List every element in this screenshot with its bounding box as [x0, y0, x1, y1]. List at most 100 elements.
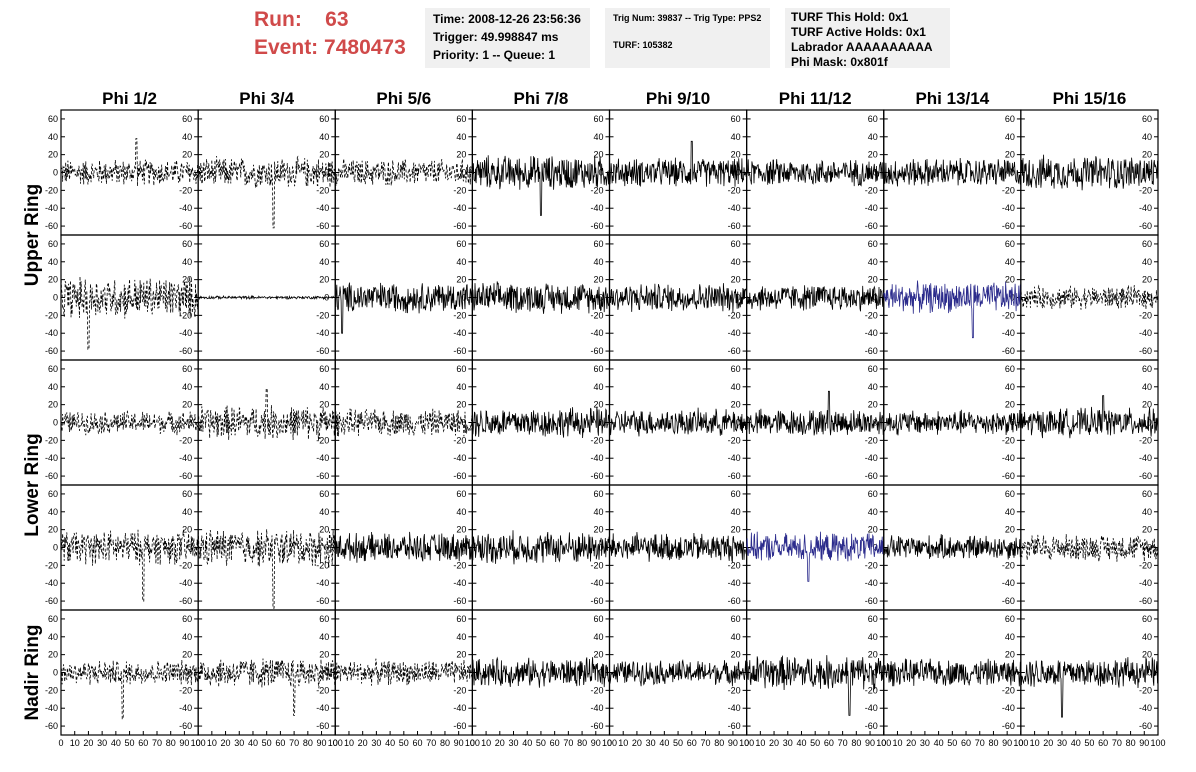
y-tick-label: 20: [319, 650, 329, 660]
x-tick-label: 10: [1030, 738, 1040, 748]
y-tick-label: 20: [593, 525, 603, 535]
y-tick-label: 20: [593, 150, 603, 160]
y-tick-label: 60: [182, 239, 192, 249]
x-tick-label: 100: [328, 738, 343, 748]
y-tick-label: -20: [45, 560, 58, 570]
y-tick-label: 60: [593, 239, 603, 249]
y-tick-label: 20: [456, 525, 466, 535]
y-tick-label: 60: [319, 114, 329, 124]
waveform-trace: [1020, 657, 1159, 718]
x-tick-label: 10: [70, 738, 80, 748]
x-tick-label: 90: [1139, 738, 1149, 748]
y-tick-label: -40: [865, 453, 878, 463]
y-tick-label: -20: [453, 185, 466, 195]
y-tick-label: -60: [453, 471, 466, 481]
y-tick-label: -60: [590, 221, 603, 231]
x-tick-label: 50: [810, 738, 820, 748]
y-tick-label: 20: [593, 275, 603, 285]
run-label: Run: 63: [254, 8, 349, 32]
y-tick-label: 20: [319, 150, 329, 160]
y-tick-label: 40: [1005, 382, 1015, 392]
y-tick-label: -20: [45, 435, 58, 445]
y-tick-label: -20: [453, 435, 466, 445]
event-label-text: Event:: [254, 36, 319, 59]
event-info-box: Time: 2008-12-26 23:56:36 Trigger: 49.99…: [425, 8, 590, 68]
y-tick-label: 40: [1142, 257, 1152, 267]
x-tick-label: 40: [796, 738, 806, 748]
y-tick-label: -40: [1002, 453, 1015, 463]
y-tick-label: -20: [728, 310, 741, 320]
y-tick-label: 20: [868, 275, 878, 285]
x-tick-label: 30: [1057, 738, 1067, 748]
y-tick-label: 60: [593, 364, 603, 374]
x-tick-label: 50: [947, 738, 957, 748]
y-tick-label: -60: [316, 471, 329, 481]
y-tick-label: 40: [456, 382, 466, 392]
y-tick-label: 60: [731, 614, 741, 624]
panel-frame: [197, 359, 336, 486]
y-tick-label: 60: [731, 364, 741, 374]
y-tick-label: -20: [590, 185, 603, 195]
waveform-trace: [334, 282, 473, 334]
y-tick-label: -60: [45, 346, 58, 356]
y-tick-label: -20: [316, 685, 329, 695]
y-tick-label: 0: [461, 168, 466, 178]
y-tick-label: 20: [868, 400, 878, 410]
y-tick-label: 20: [48, 150, 58, 160]
x-tick-label: 100: [739, 738, 754, 748]
y-tick-label: 0: [53, 668, 58, 678]
y-tick-label: -40: [179, 328, 192, 338]
y-tick-label: -20: [316, 560, 329, 570]
y-tick-label: 20: [1005, 275, 1015, 285]
y-tick-label: 20: [868, 150, 878, 160]
y-tick-label: 0: [1147, 543, 1152, 553]
y-tick-label: -40: [1139, 328, 1152, 338]
y-tick-label: -20: [865, 685, 878, 695]
y-tick-label: 60: [319, 614, 329, 624]
y-tick-label: 60: [1142, 239, 1152, 249]
y-tick-label: 40: [731, 382, 741, 392]
x-tick-label: 90: [865, 738, 875, 748]
y-tick-label: -40: [316, 578, 329, 588]
row-label: Lower Ring: [22, 433, 43, 536]
y-tick-label: -20: [179, 185, 192, 195]
y-tick-label: -40: [453, 328, 466, 338]
y-tick-label: 40: [868, 132, 878, 142]
x-tick-label: 70: [1112, 738, 1122, 748]
y-tick-label: 40: [593, 132, 603, 142]
x-tick-label: 0: [470, 738, 475, 748]
y-tick-label: -20: [179, 310, 192, 320]
y-tick-label: -40: [865, 703, 878, 713]
x-tick-label: 70: [152, 738, 162, 748]
x-tick-label: 90: [179, 738, 189, 748]
y-tick-label: 60: [868, 114, 878, 124]
y-tick-label: 20: [1142, 525, 1152, 535]
x-tick-label: 20: [495, 738, 505, 748]
x-tick-label: 40: [522, 738, 532, 748]
x-tick-label: 20: [83, 738, 93, 748]
y-tick-label: 60: [456, 489, 466, 499]
y-tick-label: 60: [1005, 489, 1015, 499]
y-tick-label: 20: [456, 150, 466, 160]
waveform-trace: [746, 531, 885, 582]
y-tick-label: -20: [45, 185, 58, 195]
x-tick-label: 30: [509, 738, 519, 748]
y-tick-label: 60: [48, 114, 58, 124]
y-tick-label: -60: [453, 596, 466, 606]
waveform-trace: [198, 294, 336, 301]
x-tick-label: 10: [344, 738, 354, 748]
y-tick-label: 0: [461, 543, 466, 553]
waveform-trace: [334, 658, 473, 686]
x-tick-label: 100: [1150, 738, 1165, 748]
waveform-trace: [746, 655, 885, 716]
x-tick-label: 100: [602, 738, 617, 748]
x-tick-label: 10: [207, 738, 217, 748]
labrador: Labrador AAAAAAAAAA: [791, 40, 933, 54]
y-tick-label: -20: [453, 310, 466, 320]
y-tick-label: 60: [868, 489, 878, 499]
y-tick-label: -60: [865, 346, 878, 356]
x-tick-label: 20: [769, 738, 779, 748]
y-tick-label: 60: [868, 364, 878, 374]
y-tick-label: -20: [728, 435, 741, 445]
y-tick-label: 20: [868, 650, 878, 660]
